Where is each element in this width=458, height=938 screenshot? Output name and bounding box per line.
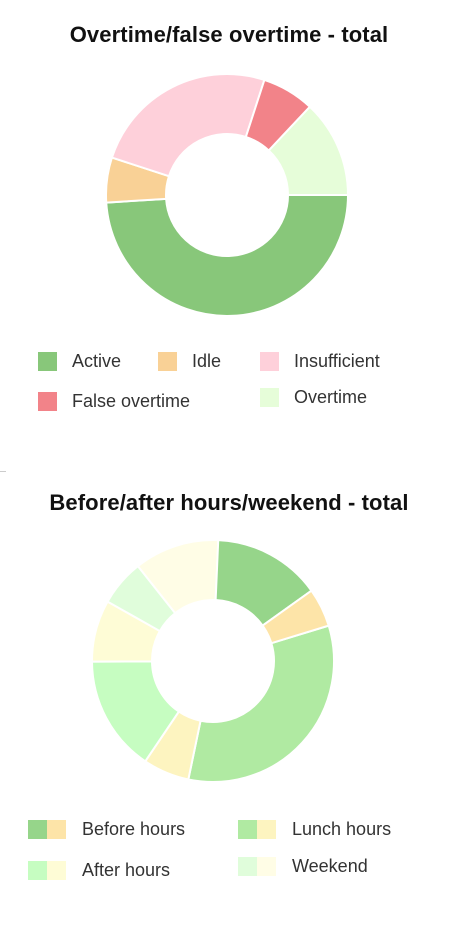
legend-swatch-before-hours-a — [28, 820, 47, 839]
overtime-slice-insufficient — [110, 73, 266, 178]
legend-swatch-before-hours — [28, 820, 66, 839]
legend-item-idle: Idle — [158, 351, 221, 372]
legend-label-false-overtime: False overtime — [72, 391, 191, 411]
legend-label-insufficient: Insufficient — [294, 351, 380, 371]
chart-title-hours: Before/after hours/weekend - total — [49, 490, 409, 515]
legend-swatch-lunch-hours-a — [238, 820, 257, 839]
legend-label-before-hours: Before hours — [82, 819, 186, 839]
legend-swatch-active — [38, 352, 57, 371]
chart-title-overtime: Overtime/false overtime - total — [69, 22, 389, 47]
legend-swatch-after-hours-a — [28, 861, 47, 880]
legend-label-idle: Idle — [192, 351, 222, 371]
legend-item-lunch-hours: Lunch hours — [238, 819, 391, 840]
legend-swatch-weekend-a — [238, 857, 257, 876]
hours-slice-1 — [187, 624, 335, 783]
overtime-slice-active — [105, 194, 349, 317]
legend-swatch-after-hours-b — [47, 861, 66, 880]
legend-label-weekend: Weekend — [292, 856, 368, 876]
legend-swatch-weekend — [238, 857, 276, 876]
legend-item-insufficient: Insufficient — [260, 351, 380, 372]
legend-label-active: Active — [72, 351, 122, 371]
legend-label-lunch-hours: Lunch hours — [292, 819, 392, 839]
legend-item-overtime: Overtime — [260, 387, 367, 408]
legend-swatch-false-overtime — [38, 392, 57, 411]
legend-swatch-before-hours-b — [47, 820, 66, 839]
legend-swatch-weekend-b — [257, 857, 276, 876]
legend-item-false-overtime: False overtime — [38, 391, 190, 412]
legend-swatch-lunch-hours — [238, 820, 276, 839]
legend-swatch-after-hours — [28, 861, 66, 880]
legend-item-weekend: Weekend — [238, 856, 368, 877]
legend-item-after-hours: After hours — [28, 860, 170, 881]
legend-item-active: Active — [38, 351, 121, 372]
donut-chart-overtime — [105, 73, 349, 317]
legend-swatch-overtime — [260, 388, 279, 407]
divider — [0, 471, 6, 472]
hours-slice-8 — [261, 589, 330, 645]
donut-chart-hours — [90, 539, 335, 783]
legend-swatch-idle — [158, 352, 177, 371]
legend-label-after-hours: After hours — [82, 860, 171, 880]
legend-swatch-insufficient — [260, 352, 279, 371]
legend-swatch-lunch-hours-b — [257, 820, 276, 839]
legend-label-overtime: Overtime — [294, 387, 368, 407]
legend-item-before-hours: Before hours — [28, 819, 185, 840]
overtime-slice-overtime — [267, 105, 349, 196]
